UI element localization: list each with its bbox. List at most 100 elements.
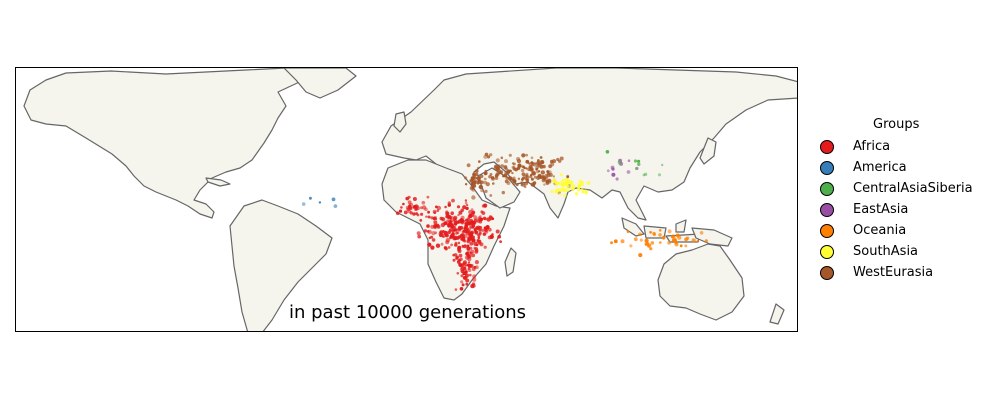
sample-point [569, 181, 574, 185]
legend-label: CentralAsiaSiberia [853, 181, 973, 196]
sample-point [333, 204, 338, 209]
sample-point [474, 260, 479, 265]
sample-point [447, 246, 451, 249]
legend: Groups Africa America CentralAsiaSiberia… [815, 117, 1000, 283]
sample-point [475, 243, 479, 247]
sample-point [454, 243, 458, 247]
america-swatch [820, 160, 834, 175]
sample-point [479, 242, 484, 247]
sample-point [559, 173, 563, 177]
sample-point [464, 183, 468, 186]
sample-point [528, 162, 531, 165]
sample-point [679, 244, 683, 248]
sample-point [450, 211, 455, 215]
sample-point [564, 177, 568, 182]
legend-label: Africa [853, 139, 891, 154]
sample-point [633, 237, 638, 242]
sample-point [586, 181, 591, 185]
sample-point [629, 244, 633, 248]
sample-point [521, 172, 526, 176]
africa-swatch [820, 139, 834, 154]
sample-point [464, 221, 469, 226]
sample-point [402, 202, 405, 206]
westeurasia-swatch [820, 265, 834, 280]
sample-point [550, 162, 555, 167]
sample-point [684, 244, 688, 248]
legend-label: WestEurasia [853, 265, 934, 280]
sample-point [540, 160, 545, 165]
sample-point [441, 217, 446, 222]
sample-point [508, 176, 513, 181]
eurasia [381, 68, 797, 221]
sample-point [617, 160, 622, 165]
sample-point [414, 204, 418, 208]
legend-item-africa: Africa [815, 136, 1000, 157]
sample-point [658, 228, 662, 232]
sample-point [525, 167, 528, 170]
sample-points [301, 150, 708, 291]
sample-point [460, 208, 465, 213]
sample-point [457, 213, 460, 217]
sample-point [483, 172, 487, 176]
sample-point [483, 177, 487, 181]
sample-point [674, 240, 678, 245]
sample-point [661, 163, 664, 167]
sample-point [671, 238, 676, 243]
sample-point [433, 220, 438, 225]
sample-point [605, 150, 610, 154]
sample-point [444, 205, 447, 209]
sample-point [550, 189, 554, 194]
sample-point [606, 169, 610, 173]
sample-point [473, 174, 476, 177]
sample-point [465, 206, 469, 211]
sample-point [559, 156, 564, 161]
sample-point [633, 159, 638, 163]
sample-point [445, 210, 449, 214]
sample-point [685, 236, 690, 240]
sample-point [488, 227, 492, 232]
sample-point [470, 249, 475, 254]
world-map: in past 10000 generations [15, 67, 798, 332]
sample-point [484, 229, 489, 234]
sample-point [459, 287, 464, 291]
sample-point [506, 169, 511, 174]
sample-point [537, 175, 542, 179]
sample-point [416, 231, 421, 236]
sample-point [471, 239, 475, 243]
legend-item-america: America [815, 157, 1000, 178]
sample-point [649, 247, 653, 251]
sample-point [463, 266, 467, 270]
sample-point [398, 209, 403, 213]
sample-point [400, 206, 403, 209]
sample-point [516, 159, 522, 164]
sample-point [456, 260, 461, 264]
sample-point [520, 181, 524, 185]
sample-point [464, 176, 468, 180]
sample-point [467, 254, 472, 259]
british-isles [393, 111, 407, 133]
sample-point [469, 225, 474, 229]
sample-point [454, 222, 458, 226]
sample-point [473, 215, 478, 220]
sample-point [483, 245, 487, 249]
sample-point [412, 197, 417, 201]
sample-point [468, 221, 472, 225]
caribbean [205, 177, 231, 187]
sample-point [451, 229, 455, 233]
sample-point [515, 183, 519, 187]
legend-label: SouthAsia [853, 244, 919, 259]
sample-point [467, 216, 471, 220]
sample-point [547, 178, 552, 183]
sample-point [431, 238, 436, 242]
sample-point [395, 211, 400, 215]
sample-point [558, 159, 562, 163]
sample-point [471, 267, 476, 272]
sample-point [537, 159, 541, 164]
sample-point [405, 196, 410, 201]
sample-point [458, 263, 463, 267]
sample-point [637, 159, 641, 163]
greenland [283, 68, 357, 99]
sample-point [460, 219, 465, 224]
sample-point [495, 229, 500, 234]
sample-point [504, 159, 508, 164]
